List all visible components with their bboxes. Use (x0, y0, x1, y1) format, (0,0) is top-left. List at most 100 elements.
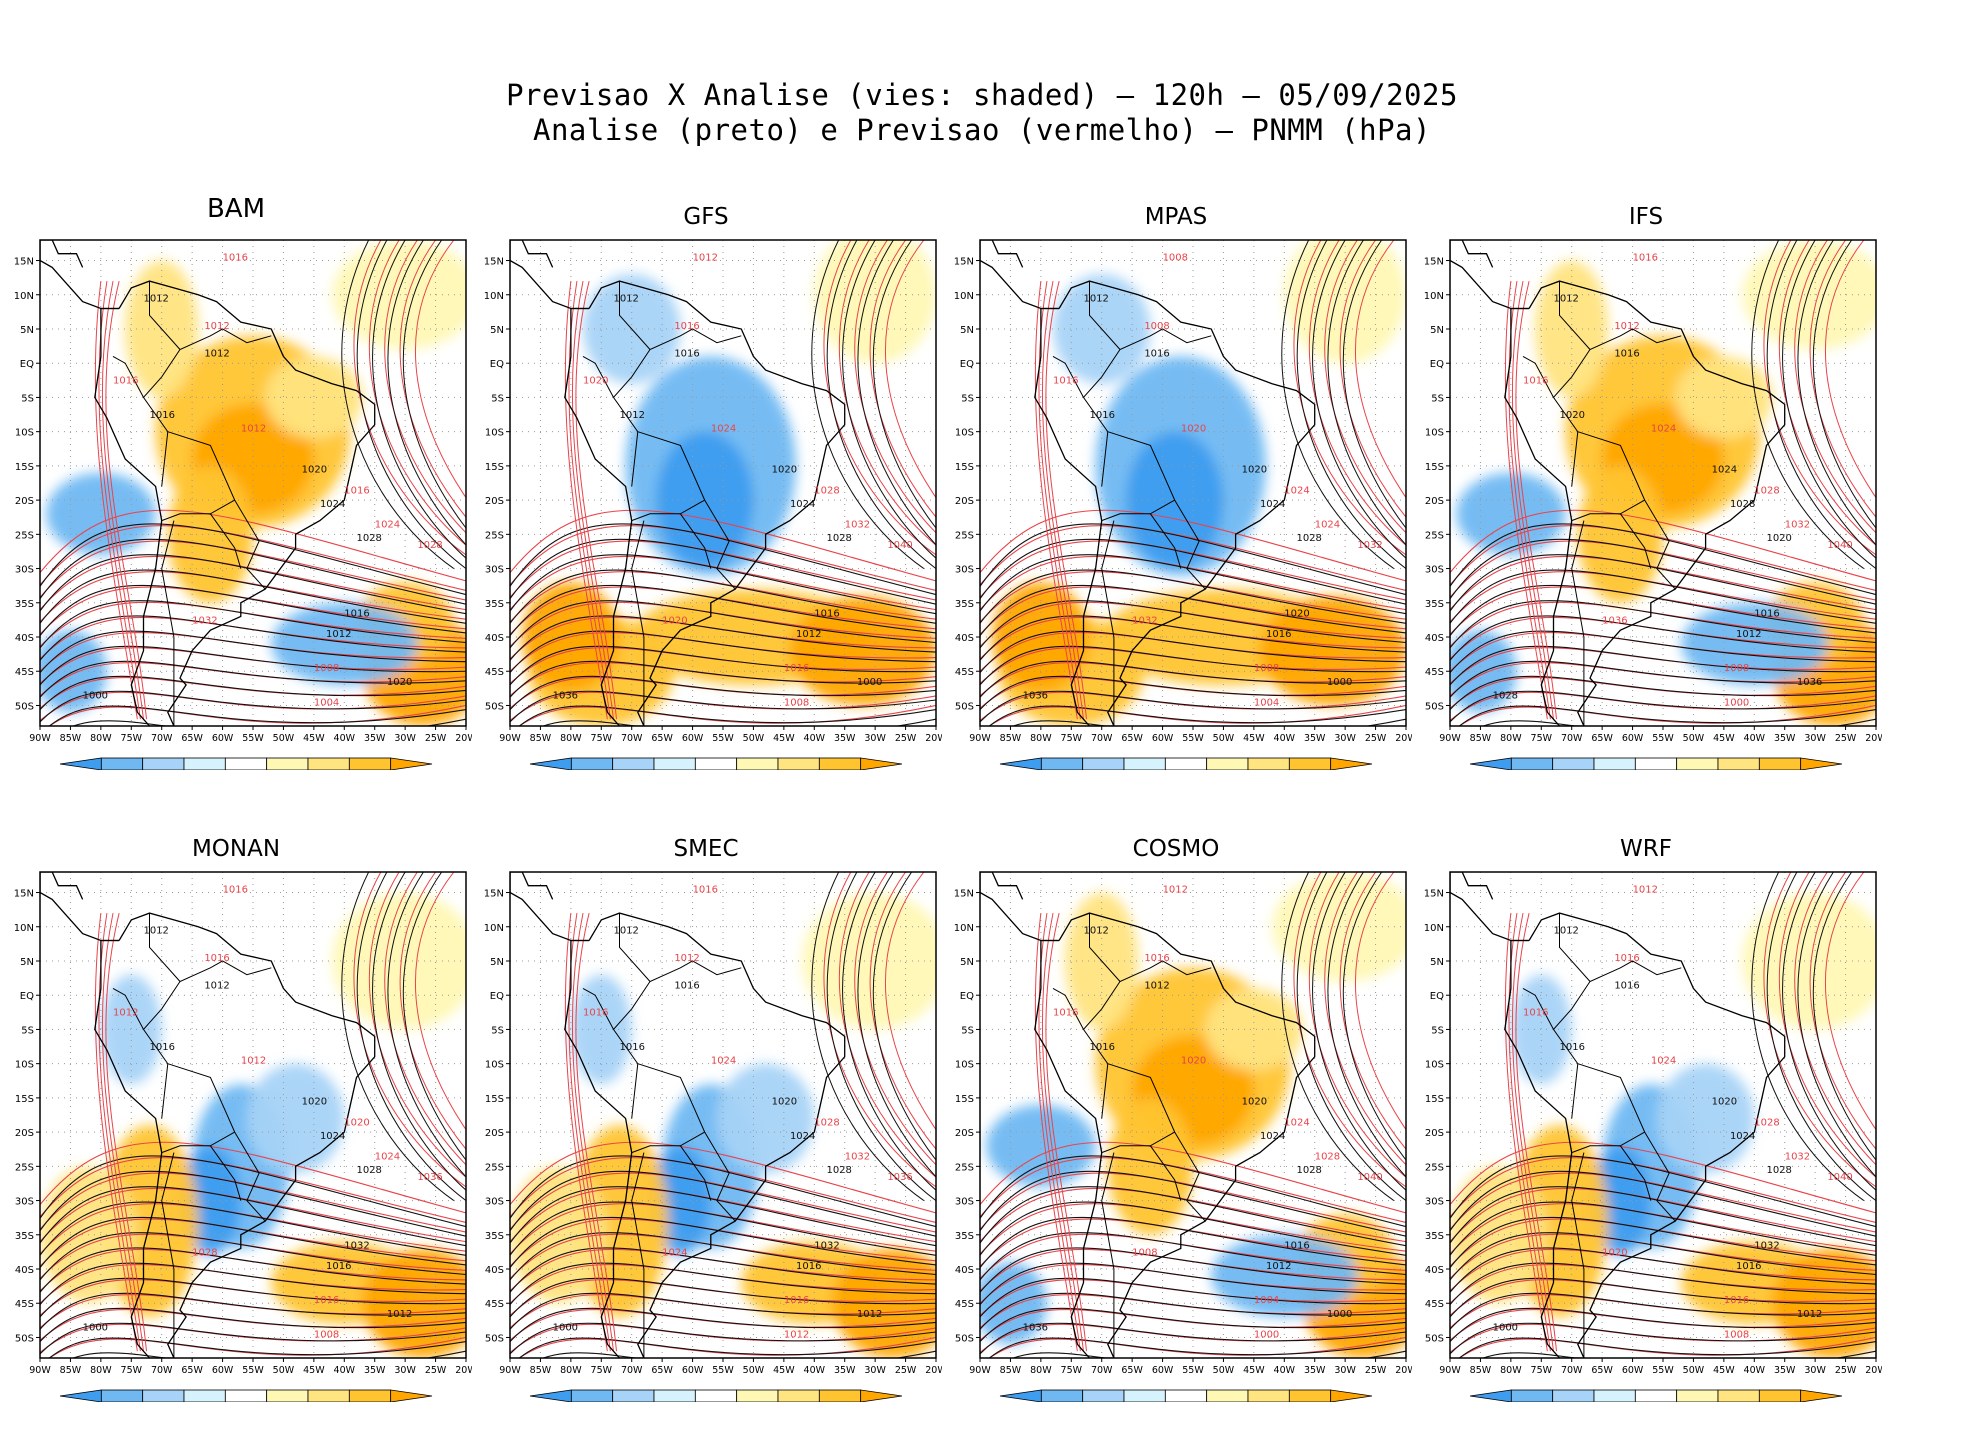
lon-label: 80W (1500, 1365, 1522, 1376)
lat-label: EQ (960, 359, 974, 370)
colorbar-segment (1469, 757, 1512, 771)
forecast-isobar (1511, 912, 1554, 1352)
colorbar-segment (390, 1389, 433, 1403)
lat-label: 10N (484, 923, 504, 934)
panel-title: MPAS (1144, 204, 1208, 230)
analysis-label: 1020 (772, 1097, 797, 1108)
analysis-label: 1016 (620, 1042, 645, 1053)
analysis-isobar (1450, 1186, 1876, 1247)
lon-label: 60W (1622, 733, 1644, 744)
colorbar-segment (612, 1389, 655, 1403)
analysis-label: 1036 (1023, 1323, 1048, 1334)
analysis-isobar (1327, 872, 1406, 1178)
map-svg: 1012 1012 1016 1020 1024 1028 1016 1012 1020 1000… (14, 239, 477, 788)
map-svg: 1012 1012 1016 1020 1024 1028 1016 1012 1000 1036… (954, 871, 1417, 1420)
forecast-isobar (101, 280, 144, 720)
analysis-label: 1020 (302, 465, 327, 476)
analysis-isobar (1450, 1277, 1876, 1318)
lat-label: 25S (485, 1162, 504, 1173)
lat-label: 40S (485, 633, 504, 644)
analysis-label: 1012 (1736, 629, 1761, 640)
forecast-isobar (510, 1157, 936, 1224)
forecast-label: 1028 (1315, 1151, 1340, 1162)
forecast-label: 1016 (314, 1295, 339, 1306)
lat-label: 10S (485, 1060, 504, 1071)
coastline (980, 240, 1060, 310)
analysis-isobar (988, 1337, 1406, 1358)
forecast-label: 1028 (814, 1117, 839, 1128)
lat-label: 10N (14, 291, 34, 302)
lon-label: 60W (1622, 1365, 1644, 1376)
lon-label: 25W (895, 1365, 917, 1376)
panel-cosmo: COSMO 1012 1012 1016 1020 1024 1028 1016 1012 100… (940, 822, 1418, 1420)
analysis-label: 1024 (1712, 465, 1737, 476)
colorbar-segment (1247, 757, 1290, 771)
analysis-isobar (1751, 872, 1865, 1201)
analysis-isobar (1797, 872, 1876, 1178)
map-svg: 1012 1012 1016 1020 1024 1028 1032 1016 1012 1000… (14, 871, 477, 1420)
lon-label: 70W (1091, 733, 1113, 744)
colorbar-segment (529, 757, 572, 771)
lat-label: 40S (955, 633, 974, 644)
analysis-isobar (980, 630, 1406, 673)
analysis-isobar (40, 1170, 466, 1237)
lon-label: 90W (1439, 733, 1461, 744)
forecast-label: 1024 (711, 1056, 736, 1067)
analysis-label: 1000 (1327, 1309, 1352, 1320)
lon-label: 35W (1304, 1365, 1326, 1376)
coastline (1450, 240, 1494, 268)
analysis-isobar (1450, 1262, 1876, 1305)
forecast-isobar (571, 912, 614, 1352)
forecast-label: 1012 (693, 253, 718, 264)
colorbar-segment (818, 1389, 862, 1403)
lon-label: 80W (560, 1365, 582, 1376)
forecast-label: 1024 (1315, 519, 1340, 530)
analysis-label: 1020 (302, 1097, 327, 1108)
colorbar-segment (1758, 757, 1802, 771)
lon-label: 40W (1744, 733, 1766, 744)
lon-label: 50W (1213, 1365, 1235, 1376)
lon-label: 50W (273, 1365, 295, 1376)
lat-label: 15S (1425, 462, 1444, 473)
analysis-isobar (402, 872, 466, 1161)
lat-label: 30S (15, 1197, 34, 1208)
lat-label: 15N (14, 257, 34, 268)
lat-label: 5N (20, 325, 34, 336)
analysis-label: 1016 (674, 348, 699, 359)
bias-area (1577, 465, 1663, 603)
analysis-label: 1016 (796, 1261, 821, 1272)
lon-label: 25W (1835, 733, 1857, 744)
analysis-isobar (510, 645, 936, 686)
lon-label: 50W (1683, 1365, 1705, 1376)
analysis-isobar (980, 1186, 1406, 1247)
country-border (1052, 987, 1084, 1030)
lat-label: EQ (20, 991, 34, 1002)
country-border (1101, 499, 1175, 522)
forecast-isobar (1034, 281, 1078, 720)
analysis-isobar (40, 1232, 466, 1281)
lat-label: 40S (485, 1265, 504, 1276)
forecast-label: 1012 (1614, 321, 1639, 332)
lon-label: 35W (1774, 733, 1796, 744)
analysis-label: 1016 (1614, 348, 1639, 359)
analysis-isobar (980, 523, 1406, 596)
analysis-isobar (40, 1186, 466, 1247)
lat-label: 5S (1431, 1025, 1444, 1036)
analysis-label: 1036 (1797, 677, 1822, 688)
forecast-isobar (980, 1187, 1406, 1243)
colorbar-segment (999, 757, 1042, 771)
lon-label: 20W (1395, 733, 1412, 744)
lat-label: 5N (1430, 325, 1444, 336)
lat-label: 20S (15, 496, 34, 507)
analysis-isobar (40, 554, 466, 615)
analysis-isobar (1450, 1201, 1876, 1256)
analysis-isobar (980, 569, 1406, 624)
forecast-label: 1008 (1163, 253, 1188, 264)
country-border (679, 513, 712, 569)
lat-label: 25S (1425, 1162, 1444, 1173)
map-svg: 1012 1016 1012 1020 1024 1028 1016 1012 1000 1036… (484, 239, 947, 788)
forecast-label: 1028 (1754, 485, 1779, 496)
lon-label: 70W (151, 733, 173, 744)
country-border (619, 281, 651, 350)
forecast-isobar (1504, 913, 1548, 1352)
